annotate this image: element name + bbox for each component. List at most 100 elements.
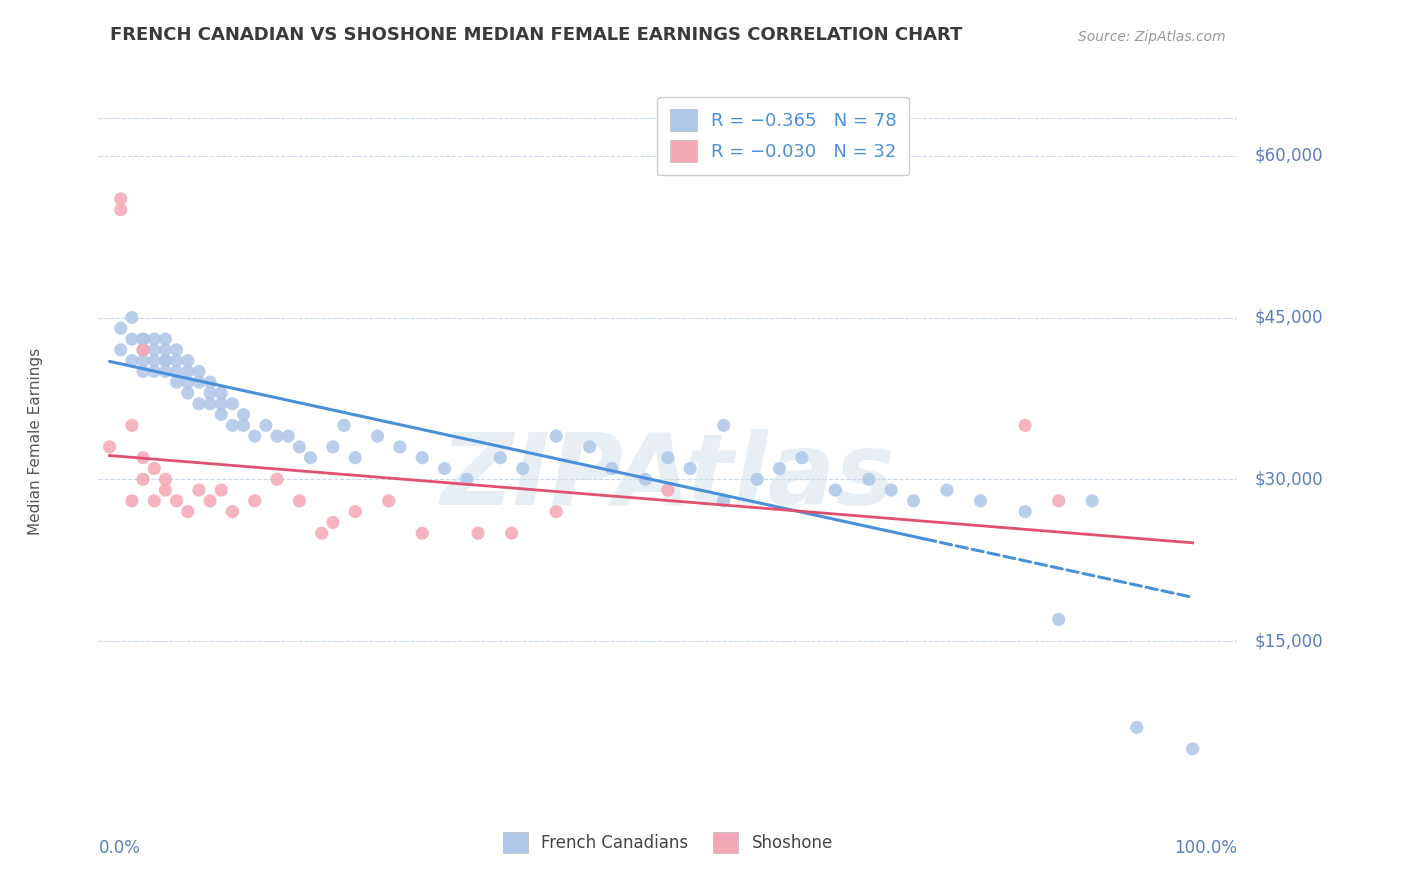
Point — [132, 450, 155, 465]
Point — [98, 440, 121, 454]
Point — [969, 493, 991, 508]
Text: FRENCH CANADIAN VS SHOSHONE MEDIAN FEMALE EARNINGS CORRELATION CHART: FRENCH CANADIAN VS SHOSHONE MEDIAN FEMAL… — [110, 26, 962, 44]
Point — [155, 353, 177, 368]
Point — [377, 493, 399, 508]
Point — [110, 192, 132, 206]
Point — [657, 483, 679, 497]
Point — [143, 343, 166, 357]
Point — [166, 376, 188, 390]
Point — [411, 450, 433, 465]
Point — [456, 472, 478, 486]
Text: $15,000: $15,000 — [1254, 632, 1323, 650]
Point — [489, 450, 512, 465]
Point — [266, 429, 288, 443]
Point — [1014, 505, 1036, 519]
Point — [155, 472, 177, 486]
Text: $30,000: $30,000 — [1254, 470, 1323, 488]
Point — [155, 343, 177, 357]
Point — [288, 440, 311, 454]
Text: $60,000: $60,000 — [1254, 147, 1323, 165]
Point — [155, 353, 177, 368]
Point — [121, 310, 143, 325]
Text: ZIPAtlas: ZIPAtlas — [440, 429, 896, 526]
Point — [1126, 720, 1149, 734]
Point — [143, 332, 166, 346]
Point — [198, 376, 221, 390]
Point — [322, 440, 344, 454]
Point — [936, 483, 959, 497]
Text: Median Female Earnings: Median Female Earnings — [28, 348, 44, 535]
Point — [209, 397, 232, 411]
Point — [266, 472, 288, 486]
Point — [132, 364, 155, 378]
Point — [110, 202, 132, 217]
Point — [299, 450, 322, 465]
Point — [155, 483, 177, 497]
Point — [155, 364, 177, 378]
Text: Source: ZipAtlas.com: Source: ZipAtlas.com — [1078, 30, 1226, 44]
Point — [187, 376, 209, 390]
Point — [747, 472, 769, 486]
Point — [155, 332, 177, 346]
Point — [546, 505, 568, 519]
Point — [1047, 612, 1070, 626]
Point — [433, 461, 456, 475]
Point — [187, 397, 209, 411]
Point — [177, 376, 200, 390]
Point — [288, 493, 311, 508]
Point — [187, 364, 209, 378]
Point — [243, 493, 266, 508]
Point — [243, 429, 266, 443]
Point — [411, 526, 433, 541]
Point — [143, 364, 166, 378]
Point — [221, 505, 243, 519]
Point — [768, 461, 790, 475]
Point — [132, 332, 155, 346]
Point — [132, 472, 155, 486]
Point — [634, 472, 657, 486]
Point — [713, 493, 735, 508]
Point — [657, 450, 679, 465]
Point — [121, 418, 143, 433]
Text: $45,000: $45,000 — [1254, 309, 1323, 326]
Point — [467, 526, 489, 541]
Point — [166, 364, 188, 378]
Point — [254, 418, 277, 433]
Point — [121, 353, 143, 368]
Point — [277, 429, 299, 443]
Point — [322, 516, 344, 530]
Point — [1047, 493, 1070, 508]
Point — [600, 461, 623, 475]
Point — [198, 493, 221, 508]
Point — [344, 505, 367, 519]
Point — [903, 493, 925, 508]
Point — [512, 461, 534, 475]
Point — [367, 429, 389, 443]
Point — [209, 386, 232, 401]
Point — [132, 343, 155, 357]
Text: 100.0%: 100.0% — [1174, 838, 1237, 857]
Point — [713, 418, 735, 433]
Point — [166, 353, 188, 368]
Point — [1014, 418, 1036, 433]
Point — [166, 343, 188, 357]
Point — [232, 408, 254, 422]
Point — [187, 483, 209, 497]
Point — [166, 493, 188, 508]
Point — [232, 418, 254, 433]
Point — [546, 429, 568, 443]
Point — [132, 332, 155, 346]
Point — [177, 505, 200, 519]
Point — [679, 461, 702, 475]
Point — [110, 321, 132, 335]
Point — [177, 353, 200, 368]
Point — [209, 408, 232, 422]
Point — [221, 397, 243, 411]
Point — [132, 353, 155, 368]
Point — [1181, 742, 1204, 756]
Point — [143, 493, 166, 508]
Point — [198, 397, 221, 411]
Point — [198, 386, 221, 401]
Point — [110, 343, 132, 357]
Point — [578, 440, 600, 454]
